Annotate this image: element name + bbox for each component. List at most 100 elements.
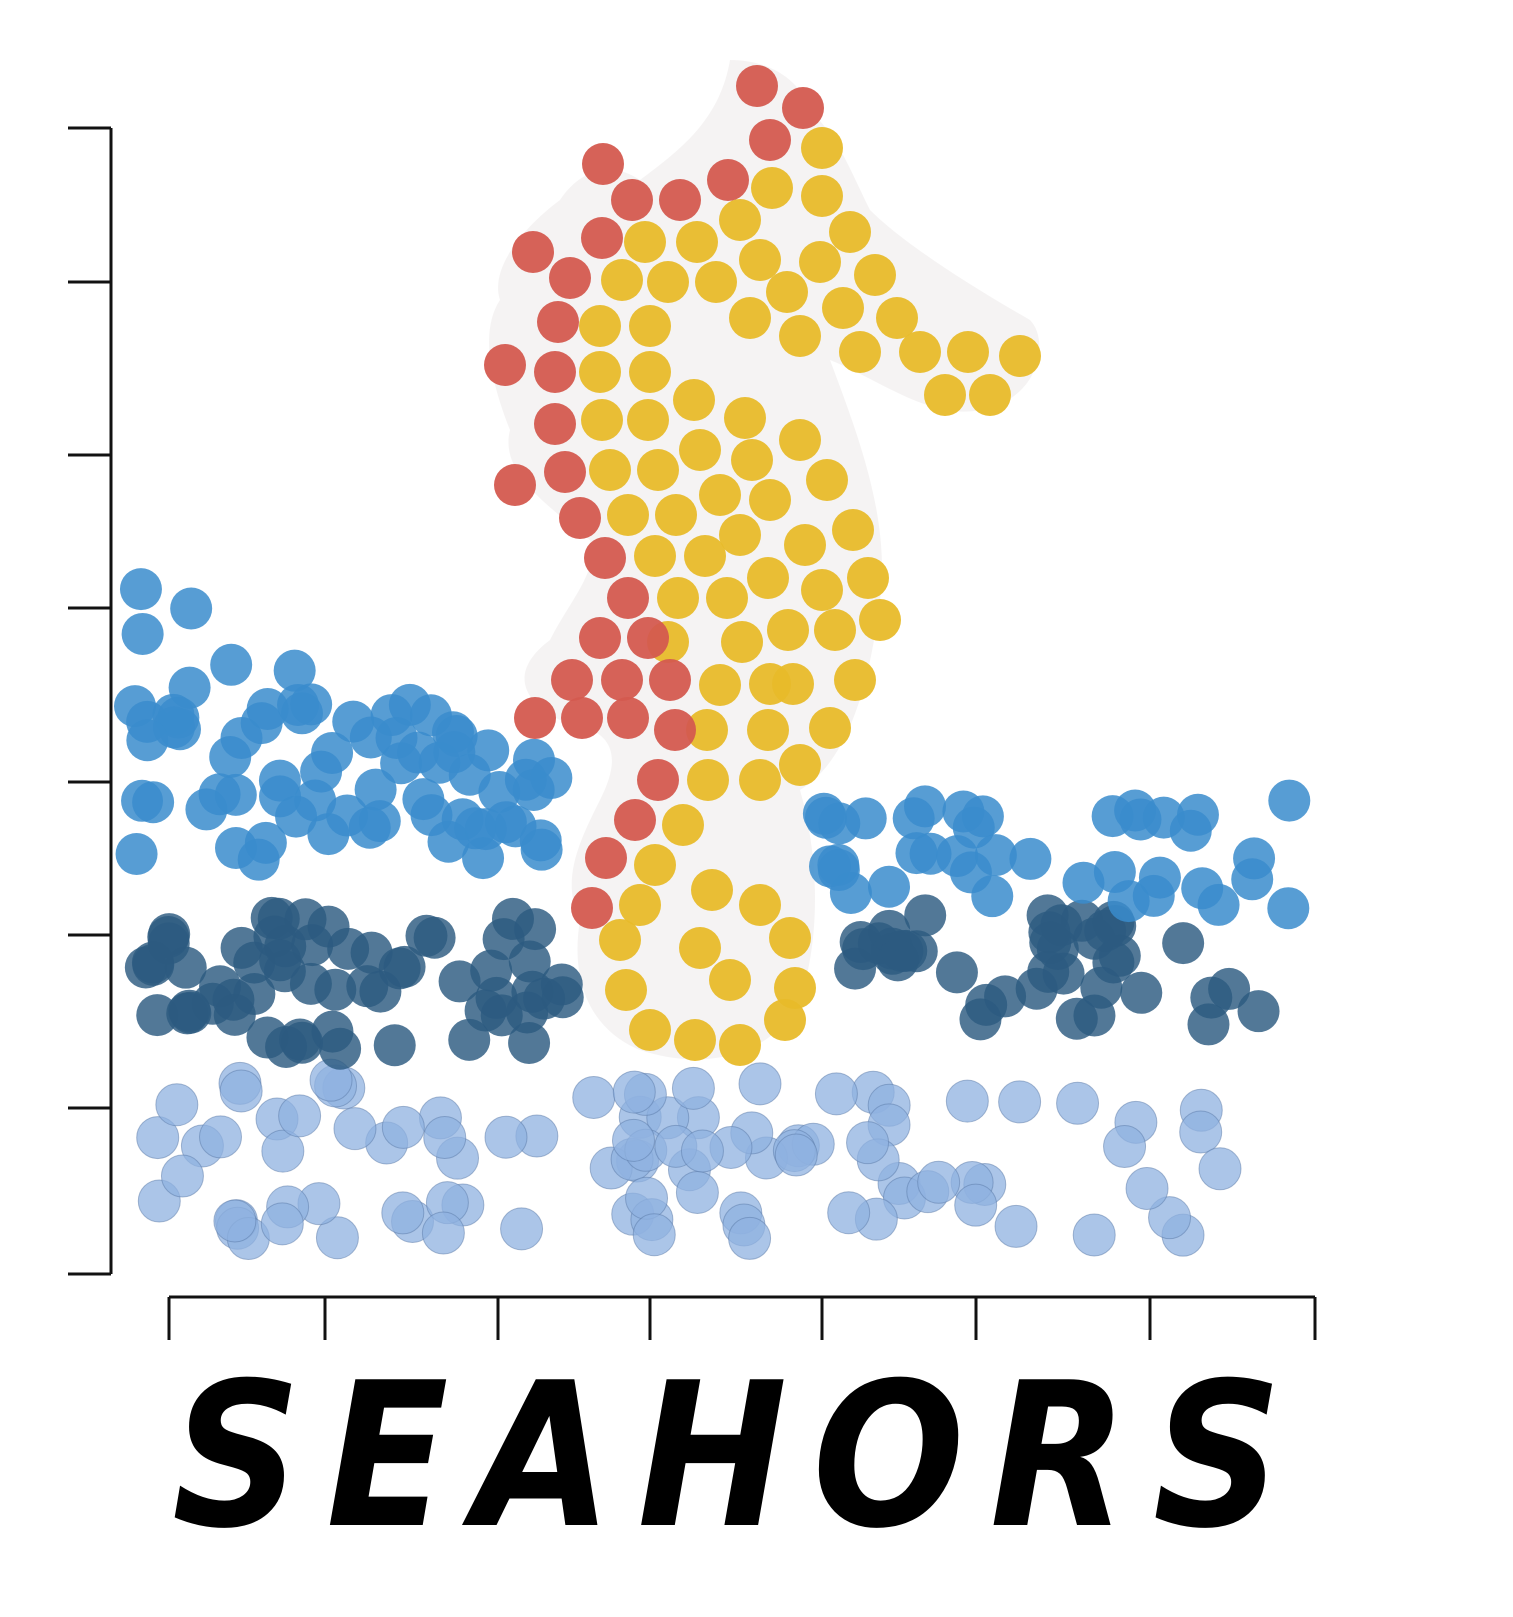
seahorse-body-dot (779, 744, 821, 786)
seahorse-outline-dot (627, 617, 669, 659)
seahorse-body-dot (634, 844, 676, 886)
seahorse-body-dot (999, 335, 1041, 377)
mid-blue-dot (1107, 880, 1150, 923)
seahorse-body-dot (647, 261, 689, 303)
dark-blue-dot (413, 916, 456, 959)
mid-blue-dot (818, 802, 861, 845)
light-blue-dot (199, 1115, 243, 1159)
light-blue-dot (1148, 1196, 1192, 1240)
seahorse-body-dot (676, 221, 718, 263)
seahorse-outline-dot (514, 697, 556, 739)
light-blue-dot (1072, 1213, 1116, 1257)
seahorse-body-dot (709, 959, 751, 1001)
light-blue-dot (994, 1204, 1038, 1248)
seahorse-outline-dot (551, 659, 593, 701)
wordmark-text: SEAHORS (172, 1340, 1307, 1573)
seahorse-outline-dot (637, 759, 679, 801)
seahorse-body-dot (627, 399, 669, 441)
light-blue-dot (572, 1075, 616, 1119)
seahorse-body-dot (834, 659, 876, 701)
mid-blue-dot (530, 756, 573, 799)
seahorse-body-dot (662, 804, 704, 846)
seahorse-body-dot (657, 577, 699, 619)
dark-blue-dot (508, 940, 551, 983)
dark-blue-dot (350, 931, 393, 974)
light-blue-dot (278, 1094, 322, 1138)
seahorse-body-dot (679, 927, 721, 969)
seahorse-body-dot (747, 709, 789, 751)
mid-blue-dot (409, 694, 452, 737)
light-blue-dot (675, 1170, 719, 1214)
light-blue-dot (671, 1066, 715, 1110)
mid-blue-dot (971, 875, 1014, 918)
mid-blue-dot (273, 649, 316, 692)
axes (68, 126, 1317, 1340)
seahorse-outline-dot (534, 351, 576, 393)
mid-blue-dot (349, 716, 392, 759)
mid-blue-dot (126, 719, 169, 762)
seahorse-outline-dot (494, 464, 536, 506)
seahorse-outline-dot (707, 159, 749, 201)
seahorse-body-dot (801, 127, 843, 169)
mid-blue-dot (214, 773, 257, 816)
light-blue-dot (1103, 1125, 1147, 1169)
seahorse-body-dot (691, 869, 733, 911)
seahorse-outline-dot (537, 301, 579, 343)
seahorse-outline-dot (585, 837, 627, 879)
seahorse-body-dot (684, 535, 726, 577)
dark-blue-dot (259, 939, 302, 982)
dark-blue-dot (220, 926, 263, 969)
light-blue-dot (814, 1072, 858, 1116)
light-blue-dot (632, 1213, 676, 1257)
seahorse-body-dot (769, 917, 811, 959)
seahorse-body-dot (637, 449, 679, 491)
seahorse-body-dot (699, 474, 741, 516)
light-blue-dot (612, 1070, 656, 1114)
seahorse-body-dot (686, 709, 728, 751)
seahorse-body-dot (729, 297, 771, 339)
light-blue-dot (136, 1116, 180, 1160)
seahorse-outline-dots (484, 65, 824, 929)
mid-blue-wave-dots (114, 568, 1311, 930)
mid-blue-dot (1267, 887, 1310, 930)
seahorse-outline-dot (601, 659, 643, 701)
light-blue-dot (827, 1191, 871, 1235)
mid-blue-dot (354, 768, 397, 811)
dark-blue-dot (541, 976, 584, 1019)
seahorse-outline-dot (512, 231, 554, 273)
seahorse-body-dot (801, 175, 843, 217)
seahorse-outline-dot (749, 119, 791, 161)
mid-blue-dot (119, 568, 162, 611)
seahorse-body-dot (699, 664, 741, 706)
seahorse-body-dot (601, 259, 643, 301)
seahorse-outline-dot (607, 697, 649, 739)
light-blue-dot (219, 1069, 263, 1113)
mid-blue-dot (168, 666, 211, 709)
seahorse-body-dot (859, 599, 901, 641)
light-blue-dot (155, 1083, 199, 1127)
light-blue-dot (611, 1118, 655, 1162)
seahorse-body-dot (832, 509, 874, 551)
light-blue-dot (1056, 1081, 1100, 1125)
seahorse-body-dot (607, 494, 649, 536)
seahorse-body-dot (847, 557, 889, 599)
light-blue-dot (421, 1211, 465, 1255)
seahorse-body-dot (799, 241, 841, 283)
seahorse-body-dot (721, 621, 763, 663)
mid-blue-dot (220, 716, 263, 759)
seahorse-body-dot (589, 449, 631, 491)
light-blue-dot (484, 1115, 528, 1159)
dark-blue-dot (438, 960, 481, 1003)
seahorse-body-dots (579, 127, 1041, 1066)
seahorse-body-dot (767, 609, 809, 651)
seahorse-body-dot (719, 199, 761, 241)
dark-blue-dot (373, 1024, 416, 1067)
mid-blue-dot (829, 871, 872, 914)
seahorse-outline-dot (559, 497, 601, 539)
mid-blue-dot (903, 785, 946, 828)
seahorse-body-dot (581, 399, 623, 441)
seahorse-body-dot (766, 271, 808, 313)
seahorse-outline-dot (571, 887, 613, 929)
seahorse-body-dot (673, 379, 715, 421)
